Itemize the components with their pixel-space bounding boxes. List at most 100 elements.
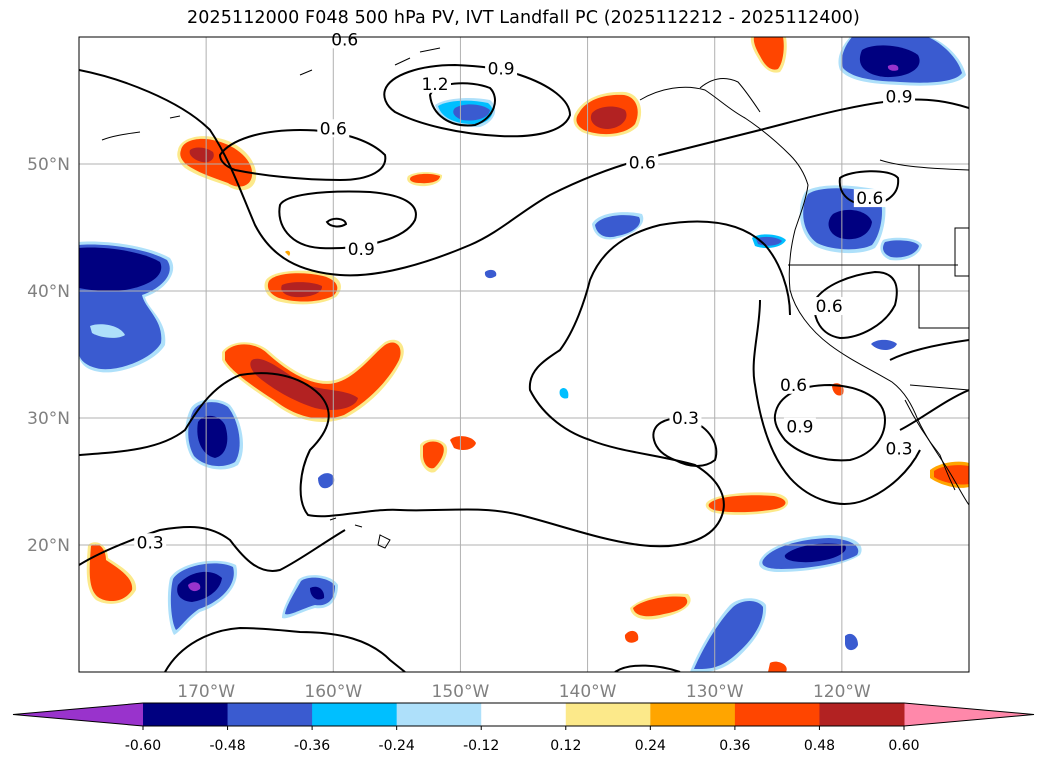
colorbar-segment: [396, 703, 482, 726]
contour-label-0-9: 0.9: [783, 417, 816, 438]
colorbar-segment: [819, 703, 905, 726]
lat-tick-label: 40°N: [27, 282, 70, 302]
lat-tick-label: 30°N: [27, 409, 70, 429]
pos-top-edge: [285, 37, 844, 672]
contour-label-text: 1.2: [421, 75, 448, 95]
pos-small-north: [407, 172, 443, 187]
contour-label-text: 0.6: [320, 119, 347, 139]
contour-label-1-2: 1.2: [419, 74, 451, 95]
neg-south-west: [167, 560, 238, 635]
contour-label-bg: [883, 87, 916, 106]
colorbar-segment: [650, 703, 736, 726]
contour-label-0-6: 0.6: [317, 119, 350, 139]
contour-label-text: 0.3: [886, 439, 913, 459]
axis-tick-labels: 170°W 160°W 150°W 140°W 130°W 120°W 20°N 30°N 40…: [27, 155, 871, 702]
contour-label-text: 0.3: [672, 409, 699, 429]
lat-tick-label: 20°N: [27, 536, 70, 556]
colorbar-segment: [227, 703, 313, 726]
chart-title: 2025112000 F048 500 hPa PV, IVT Landfall…: [187, 8, 860, 28]
plot-frame: [78, 36, 970, 673]
lon-tick-label: 130°W: [686, 682, 744, 702]
colorbar-tick-label: -0.60: [125, 738, 161, 754]
colorbar-tick-label: -0.48: [209, 738, 245, 754]
contour-label-0-9: 0.9: [345, 239, 378, 260]
contour-label-0-6: 0.6: [777, 375, 810, 396]
pv-shading: [79, 37, 969, 672]
neg-west-edge: [79, 241, 174, 373]
contour-label-bg: [669, 408, 702, 427]
colorbar-tick-label: 0.12: [550, 738, 581, 754]
contour-label-text: 0.6: [816, 297, 843, 317]
pos-mid-pacific: [264, 270, 341, 305]
lon-tick-label: 150°W: [432, 682, 490, 702]
grid-lines: [79, 37, 969, 672]
colorbar-tick-label: -0.36: [294, 738, 330, 754]
contour-label-bg: [777, 375, 810, 394]
contour-label-0-6: 0.6: [813, 297, 846, 317]
contour-label-0-6: 0.6: [626, 153, 659, 174]
contour-label-text: 0.9: [488, 60, 515, 80]
colorbar-tick-label: -0.24: [379, 738, 415, 754]
neg-subtropic-east: [759, 535, 862, 572]
contour-label-bg: [485, 59, 518, 78]
neg-ca-coast: [484, 212, 644, 399]
contour-label-text: 0.6: [780, 376, 807, 396]
pos-north-gulf: [573, 91, 642, 137]
colorbar-tick-label: -0.12: [463, 738, 499, 754]
contour-label-bg: [134, 533, 167, 552]
colorbar-tick-label: 0.60: [888, 738, 919, 754]
contour-label-0-9: 0.9: [883, 87, 916, 108]
lon-tick-label: 160°W: [304, 682, 362, 702]
neg-alaska-ne: [838, 37, 966, 86]
contour-label-0-6: 0.6: [328, 30, 361, 50]
contour-label-bg: [813, 297, 846, 316]
colorbar-extend-low: [13, 703, 143, 726]
colorbar-segment: [481, 703, 567, 726]
colorbar-tick-label: 0.24: [635, 738, 666, 754]
contour-label-bg: [345, 239, 378, 258]
contour-label-text: 0.9: [348, 240, 375, 260]
lon-tick-label: 120°W: [813, 682, 871, 702]
contour-label-text: 0.6: [331, 30, 358, 50]
neg-south-east: [690, 598, 858, 672]
coastlines: [101, 47, 969, 549]
contour-labels: 0.6 1.2 0.9 0.6 0.6 0.9 0.9 0.6 0.6 0.6 0.9 0.3 0.3 0…: [134, 30, 916, 553]
pos-southwest: [86, 542, 137, 604]
contour-label-0-9: 0.9: [485, 59, 518, 80]
contour-label-text: 0.6: [629, 154, 656, 174]
pos-south-central: [624, 593, 691, 643]
colorbar-segment: [734, 703, 820, 726]
contour-label-bg: [883, 439, 916, 458]
colorbar-segment: [312, 703, 398, 726]
colorbar-extend-high: [904, 703, 1034, 726]
contour-label-0-6: 0.6: [853, 189, 886, 209]
lon-tick-label: 140°W: [559, 682, 617, 702]
neg-south-mid: [282, 575, 338, 619]
contour-label-text: 0.3: [137, 533, 164, 553]
contour-label-bg: [419, 74, 451, 93]
contour-label-bg: [317, 119, 350, 138]
contour-label-bg: [783, 417, 816, 436]
contour-label-bg: [853, 189, 886, 208]
pos-small-south: [420, 436, 476, 473]
lon-tick-label: 170°W: [177, 682, 235, 702]
contour-label-bg: [328, 30, 361, 49]
neg-gulf: [435, 97, 496, 128]
contour-label-0-3: 0.3: [134, 533, 167, 553]
pos-subtropic-east: [705, 492, 789, 515]
contour-label-bg: [626, 153, 659, 172]
colorbar-tick-label: 0.36: [719, 738, 750, 754]
pv-contours: [79, 63, 969, 672]
colorbar-tick-label: 0.48: [804, 738, 835, 754]
pos-arc: [222, 339, 404, 423]
lat-tick-label: 50°N: [27, 155, 70, 175]
colorbar-segment: [143, 703, 229, 726]
contour-label-0-3: 0.3: [669, 408, 702, 429]
colorbar: -0.60 -0.48 -0.36 -0.24 -0.12 0.12 0.24 0.36 0.4…: [12, 702, 1035, 754]
contour-label-text: 0.6: [856, 189, 883, 209]
contour-label-text: 0.9: [886, 88, 913, 108]
contour-label-text: 0.9: [786, 418, 813, 438]
colorbar-segment: [565, 703, 651, 726]
contour-label-0-3: 0.3: [883, 439, 916, 459]
